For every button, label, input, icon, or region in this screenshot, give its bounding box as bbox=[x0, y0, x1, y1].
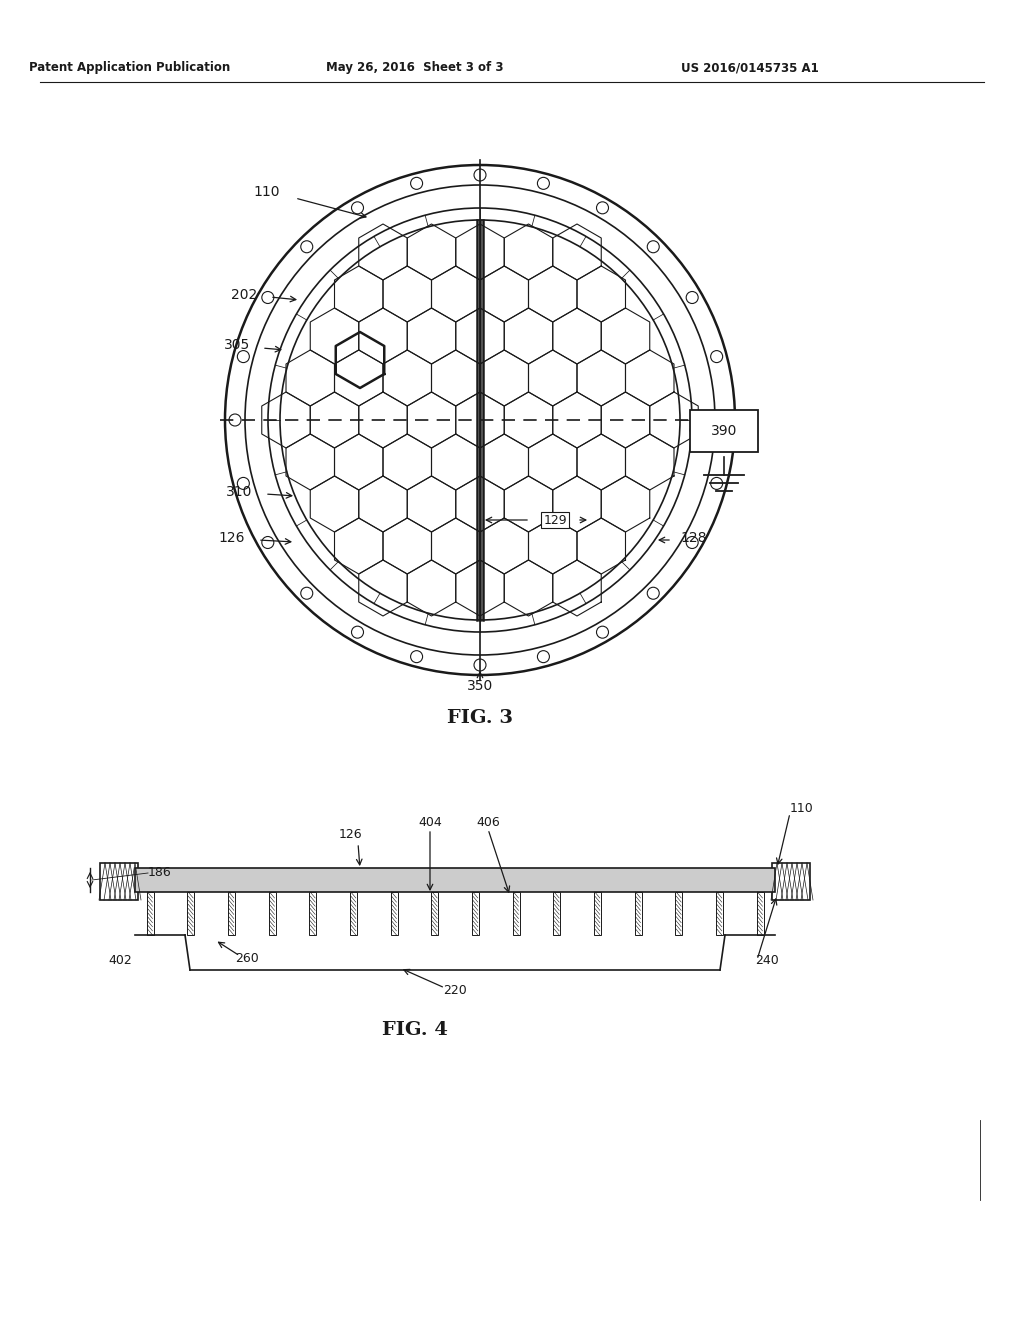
Circle shape bbox=[597, 626, 608, 638]
Circle shape bbox=[538, 651, 550, 663]
Circle shape bbox=[262, 292, 273, 304]
Text: 126: 126 bbox=[218, 531, 245, 545]
Circle shape bbox=[351, 626, 364, 638]
Bar bbox=[146, 892, 154, 935]
Text: 350: 350 bbox=[467, 678, 494, 693]
Circle shape bbox=[301, 587, 312, 599]
Circle shape bbox=[301, 240, 312, 252]
Text: 240: 240 bbox=[755, 953, 778, 966]
Circle shape bbox=[711, 351, 723, 363]
Text: May 26, 2016  Sheet 3 of 3: May 26, 2016 Sheet 3 of 3 bbox=[327, 62, 504, 74]
Circle shape bbox=[238, 478, 250, 490]
Bar bbox=[553, 892, 560, 935]
Text: 126: 126 bbox=[338, 829, 361, 842]
Text: 129: 129 bbox=[543, 513, 567, 527]
Bar bbox=[635, 892, 641, 935]
Text: 110: 110 bbox=[254, 185, 280, 199]
Bar bbox=[227, 892, 234, 935]
Bar bbox=[431, 892, 438, 935]
Bar bbox=[100, 863, 138, 900]
Text: 402: 402 bbox=[109, 953, 132, 966]
Circle shape bbox=[474, 169, 486, 181]
Text: 110: 110 bbox=[790, 801, 814, 814]
Bar bbox=[757, 892, 764, 935]
Circle shape bbox=[686, 292, 698, 304]
Circle shape bbox=[538, 177, 550, 189]
Text: 406: 406 bbox=[476, 816, 500, 829]
Circle shape bbox=[238, 351, 250, 363]
Bar bbox=[309, 892, 316, 935]
Circle shape bbox=[647, 240, 659, 252]
Bar bbox=[594, 892, 601, 935]
Text: FIG. 4: FIG. 4 bbox=[382, 1020, 447, 1039]
Text: 128: 128 bbox=[680, 531, 707, 545]
Bar bbox=[268, 892, 275, 935]
Bar bbox=[187, 892, 195, 935]
Text: 260: 260 bbox=[234, 952, 259, 965]
Circle shape bbox=[411, 651, 423, 663]
Text: FIG. 3: FIG. 3 bbox=[447, 709, 513, 727]
Circle shape bbox=[474, 659, 486, 671]
Text: Patent Application Publication: Patent Application Publication bbox=[30, 62, 230, 74]
Text: US 2016/0145735 A1: US 2016/0145735 A1 bbox=[681, 62, 819, 74]
Bar bbox=[512, 892, 519, 935]
Circle shape bbox=[711, 478, 723, 490]
Bar bbox=[716, 892, 723, 935]
Circle shape bbox=[411, 177, 423, 189]
Bar bbox=[690, 411, 758, 451]
Text: 310: 310 bbox=[225, 484, 252, 499]
Bar bbox=[472, 892, 479, 935]
Circle shape bbox=[597, 202, 608, 214]
Circle shape bbox=[647, 587, 659, 599]
Text: 390: 390 bbox=[711, 424, 737, 438]
Bar bbox=[350, 892, 356, 935]
Bar bbox=[390, 892, 397, 935]
Circle shape bbox=[719, 414, 731, 426]
Bar bbox=[772, 863, 810, 900]
Text: 220: 220 bbox=[443, 983, 467, 997]
Circle shape bbox=[262, 536, 273, 549]
Circle shape bbox=[686, 536, 698, 549]
Circle shape bbox=[229, 414, 241, 426]
Text: 305: 305 bbox=[224, 338, 250, 352]
Circle shape bbox=[351, 202, 364, 214]
Text: 186: 186 bbox=[148, 866, 172, 879]
Bar bbox=[135, 869, 775, 892]
Bar bbox=[675, 892, 682, 935]
Text: 404: 404 bbox=[418, 816, 442, 829]
Text: 202: 202 bbox=[230, 288, 257, 302]
